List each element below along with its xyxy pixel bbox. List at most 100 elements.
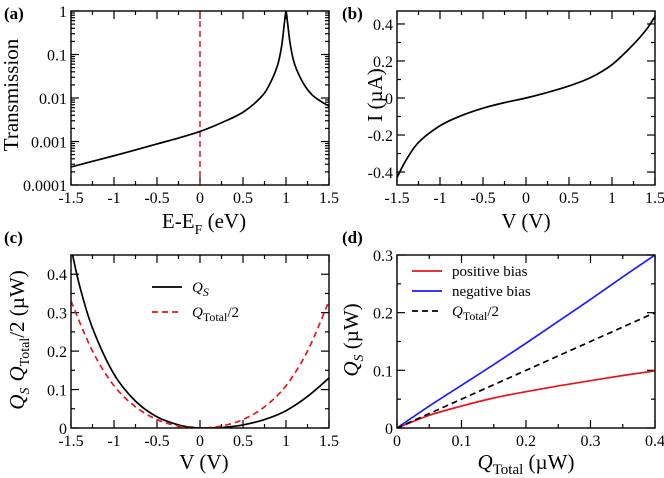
panel-d-xlabel-total: Total xyxy=(493,462,524,478)
plot-frame xyxy=(396,254,656,429)
panel-c-ylabel-s: S xyxy=(18,388,33,395)
panel-c-label: (c) xyxy=(4,228,23,247)
legend-label: QS xyxy=(192,280,209,299)
x-tick-label: 1.5 xyxy=(645,190,664,207)
x-tick-label: -1 xyxy=(107,190,120,207)
legend-label-main: Q xyxy=(452,304,463,320)
x-tick-label: -0.5 xyxy=(470,190,495,207)
y-tick-label: 1 xyxy=(59,4,67,21)
series-line-i xyxy=(397,16,655,178)
plot-frame xyxy=(70,254,330,429)
legend-label-main: positive bias xyxy=(452,264,528,280)
y-tick-label: 0 xyxy=(59,421,67,438)
y-tick-label: 0.3 xyxy=(47,306,67,323)
series-line-q-total-2 xyxy=(71,300,329,428)
x-tick-label: 1 xyxy=(282,433,290,450)
x-tick-label: 0.1 xyxy=(452,433,472,450)
series-line-positive-bias xyxy=(397,370,655,428)
panel-b-label: (b) xyxy=(342,4,363,23)
panel-c-ylabel-q: Q xyxy=(5,395,29,410)
y-tick-label: 0.001 xyxy=(31,135,67,152)
y-tick-label: -0.4 xyxy=(368,165,393,182)
panel-d-ylabel-tail: (µW) xyxy=(339,303,363,354)
panel-b-current: (b) I (µA) V (V) -1.5 -1 -0.5 0 0.5 1 1.5 -0.4 -… xyxy=(342,4,664,233)
plot-frame xyxy=(396,10,656,186)
panel-c-ylabel-tail: /2 (µW) xyxy=(5,270,29,338)
panel-d-heat-ratio: (d) QS (µW) QTotal (µW) 0 0.1 0.2 0.3 0.400.… xyxy=(339,228,664,478)
y-tick-label: 0 xyxy=(385,421,393,438)
y-tick-label: 0.2 xyxy=(373,54,393,71)
x-tick-label: 0 xyxy=(196,190,204,207)
x-tick-label: 0 xyxy=(522,190,530,207)
y-tick-label: 0.4 xyxy=(373,17,393,34)
x-tick-label: 0.5 xyxy=(559,190,579,207)
x-tick-label: 0.3 xyxy=(581,433,601,450)
y-tick-label: 0.01 xyxy=(39,91,67,108)
panel-d-xlabel-q: Q xyxy=(478,450,493,474)
x-tick-label: 1 xyxy=(282,190,290,207)
panel-d-xlabel: QTotal (µW) xyxy=(478,450,575,478)
panel-a-label: (a) xyxy=(4,4,24,23)
x-tick-label: 0 xyxy=(393,433,401,450)
panel-d-ylabel: QS (µW) xyxy=(339,303,367,376)
panel-a-xlabel-main: E-E xyxy=(162,209,195,233)
x-tick-label: -1 xyxy=(107,433,120,450)
panel-c-xlabel: V (V) xyxy=(179,450,228,474)
series-line-q-s xyxy=(71,255,329,428)
legend-label-tail: /2 xyxy=(487,304,499,320)
x-tick-label: 0.2 xyxy=(516,433,536,450)
legend-label: positive bias xyxy=(452,264,528,280)
series-line-q-total-2 xyxy=(397,311,655,428)
panel-a-xlabel-sub: F xyxy=(195,223,203,238)
plot-frame xyxy=(70,10,330,186)
x-tick-label: -1 xyxy=(433,190,446,207)
legend-label-tail: /2 xyxy=(227,305,239,321)
panel-b-ylabel: I (µA) xyxy=(363,68,387,122)
panel-c-ylabel: QSQTotal/2 (µW) xyxy=(5,270,33,409)
y-tick-label: 0.3 xyxy=(373,248,393,265)
y-tick-label: 0.2 xyxy=(373,306,393,323)
x-tick-label: -1.5 xyxy=(384,190,409,207)
panel-d-xlabel-tail: (µW) xyxy=(523,450,574,474)
panel-c-heat: (c) QSQTotal/2 (µW) V (V) -1.5 -1 -0.5 0 0.5… xyxy=(4,228,339,474)
panel-d-ylabel-q: Q xyxy=(339,362,363,377)
series-line-transmission xyxy=(71,11,329,168)
x-tick-label: 1 xyxy=(608,190,616,207)
x-tick-label: -1.5 xyxy=(58,190,83,207)
panel-a-xlabel-tail: (eV) xyxy=(202,209,246,233)
y-tick-label: 0.1 xyxy=(47,48,67,65)
legend-label: QTotal/2 xyxy=(192,305,239,324)
y-tick-label: 0 xyxy=(385,91,393,108)
legend-label-sub: Total xyxy=(203,310,228,324)
legend-label-main: Q xyxy=(192,280,203,296)
panel-c-ylabel-total: Total xyxy=(18,338,33,367)
x-tick-label: 1.5 xyxy=(319,433,339,450)
y-tick-label: 0.2 xyxy=(47,344,67,361)
panel-d-label: (d) xyxy=(342,228,363,247)
legend-label-main: Q xyxy=(192,305,203,321)
legend-label: negative bias xyxy=(452,284,531,300)
legend-label-main: negative bias xyxy=(452,284,531,300)
x-tick-label: 0.5 xyxy=(233,190,253,207)
y-tick-label: 0.1 xyxy=(47,383,67,400)
y-tick-label: 0.1 xyxy=(373,363,393,380)
x-tick-label: -0.5 xyxy=(144,190,169,207)
legend-label-sub: Total xyxy=(463,309,488,323)
panel-d-ylabel-s: S xyxy=(352,355,367,362)
series-line-negative-bias xyxy=(397,255,655,428)
y-tick-label: -0.2 xyxy=(368,128,393,145)
y-tick-label: 0.0001 xyxy=(23,178,67,195)
x-tick-label: 0.4 xyxy=(645,433,664,450)
panel-a-transmission: (a) Transmission E-EF (eV) -1.5 -1 -0.5 0 0.… xyxy=(0,4,339,238)
x-tick-label: 1.5 xyxy=(319,190,339,207)
x-tick-label: -1.5 xyxy=(58,433,83,450)
panel-a-xlabel: E-EF (eV) xyxy=(162,209,246,238)
legend-label-sub: S xyxy=(203,285,209,299)
panel-b-xlabel: V (V) xyxy=(501,209,550,233)
panel-c-ylabel-q2: Q xyxy=(5,366,29,381)
x-tick-label: 0.5 xyxy=(233,433,253,450)
x-tick-label: 0 xyxy=(196,433,204,450)
panel-a-ylabel: Transmission xyxy=(0,38,23,151)
x-tick-label: -0.5 xyxy=(144,433,169,450)
